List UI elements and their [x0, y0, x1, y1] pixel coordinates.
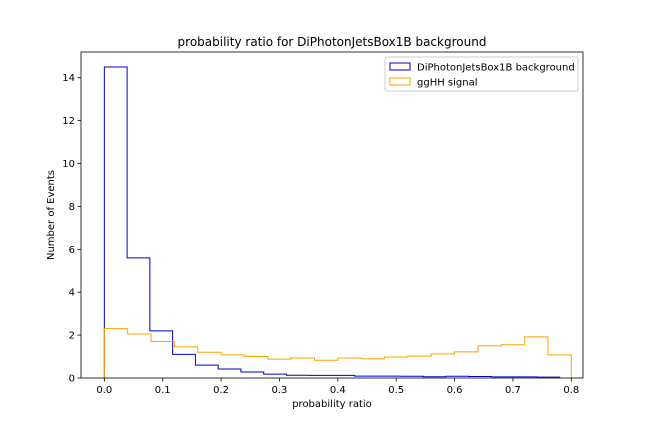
legend: DiPhotonJetsBox1B background ggHH signal [384, 56, 579, 92]
y-tick-label: 8 [69, 202, 75, 213]
x-tick-label: 0.8 [563, 385, 579, 396]
x-tick-label: 0.1 [155, 385, 171, 396]
legend-label: ggHH signal [417, 78, 478, 89]
y-tick-label: 4 [69, 288, 75, 299]
x-axis-label: probability ratio [292, 399, 372, 410]
y-tick-label: 6 [69, 245, 75, 256]
x-tick-label: 0.3 [272, 385, 288, 396]
axes-frame [80, 51, 584, 379]
y-tick-label: 10 [62, 159, 75, 170]
x-tick-label: 0.4 [330, 385, 346, 396]
series-1-step-line [103, 328, 572, 378]
legend-box [384, 56, 579, 92]
series-0-step-line [103, 66, 561, 378]
y-tick-label: 2 [69, 331, 75, 342]
y-tick-label: 12 [62, 116, 75, 127]
chart-title: probability ratio for DiPhotonJetsBox1B … [178, 35, 487, 49]
legend-label: DiPhotonJetsBox1B background [417, 63, 575, 74]
x-tick-label: 0.0 [96, 385, 112, 396]
y-tick-label: 0 [69, 374, 75, 385]
x-axis-ticks: 0.0 0.1 0.2 0.3 0.4 0.5 0.6 0.7 0.8 [96, 378, 579, 396]
legend-swatch [389, 62, 411, 71]
y-axis-label: Number of Events [46, 170, 57, 260]
y-axis-ticks: 0 2 4 6 8 10 12 14 [62, 73, 81, 385]
plot-area [80, 51, 584, 379]
x-tick-label: 0.2 [213, 385, 229, 396]
x-tick-label: 0.5 [388, 385, 404, 396]
y-tick-label: 14 [62, 73, 75, 84]
x-tick-label: 0.6 [447, 385, 463, 396]
legend-swatch [389, 77, 411, 86]
x-tick-label: 0.7 [505, 385, 521, 396]
